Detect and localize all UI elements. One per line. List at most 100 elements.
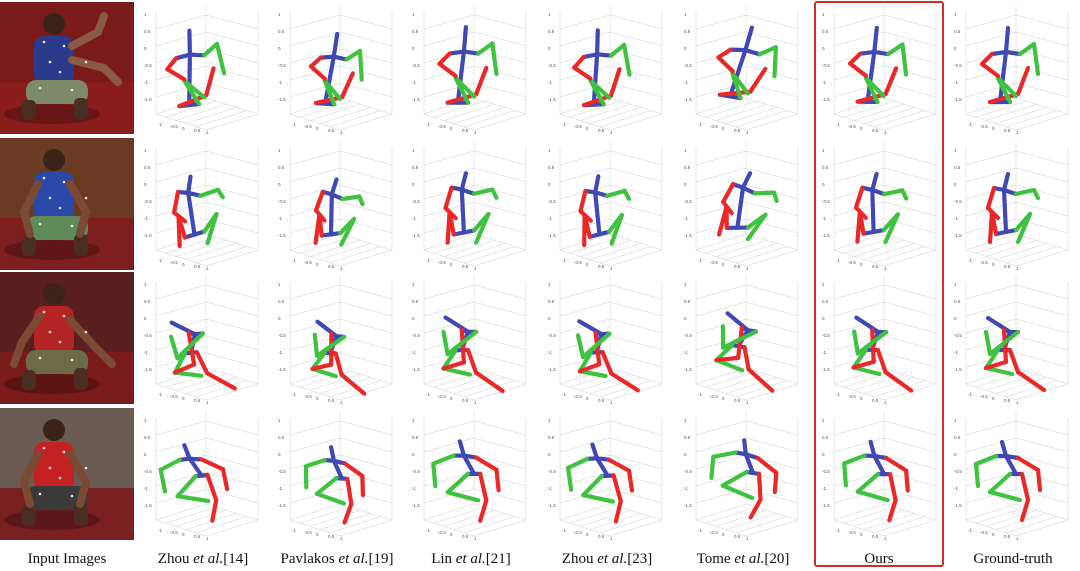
bone-right [566, 465, 574, 492]
tick-label: 0.5 [684, 165, 691, 170]
tick-label: 0.5 [194, 264, 201, 269]
tick-label: 0.5 [278, 299, 285, 304]
tick-label: -0.5 [144, 63, 152, 68]
tick-label: 1 [412, 12, 415, 17]
bone-spine [858, 49, 877, 56]
bone-right [339, 216, 357, 247]
bone-right [714, 358, 745, 373]
tick-label: -1 [548, 486, 552, 491]
tick-label: -0.5 [278, 63, 286, 68]
bone-left [171, 189, 181, 215]
tick-label: 0 [722, 126, 725, 131]
bone-right [855, 471, 881, 494]
skeleton [575, 319, 640, 393]
bone-right [441, 348, 458, 371]
skeleton [171, 174, 225, 249]
tick-label: 0 [722, 532, 725, 537]
bone-spine [997, 49, 1009, 105]
tick-label: -1.5 [412, 503, 420, 508]
tick-label: 0.5 [462, 264, 469, 269]
bone-left [171, 210, 188, 224]
bone-left [855, 209, 863, 244]
tick-label: 1 [548, 418, 551, 423]
tick-label: -1.5 [548, 503, 556, 508]
tick-label: 0.5 [598, 398, 605, 403]
tick-label: 0 [316, 396, 319, 401]
bone-left [883, 66, 899, 97]
bone-left [578, 188, 588, 214]
bone-left [578, 209, 593, 223]
bone-right [471, 187, 495, 196]
tick-label: 0 [586, 396, 589, 401]
tick-label: -0.5 [278, 469, 286, 474]
skeleton [851, 315, 914, 393]
tick-label: -0.5 [822, 199, 830, 204]
bone-spine [461, 453, 477, 477]
bone-right [842, 461, 848, 488]
skeleton [842, 439, 910, 523]
tick-label: 1 [206, 536, 209, 541]
bone-right [473, 211, 491, 245]
tick-label: 1 [822, 148, 825, 153]
skeleton [572, 28, 632, 108]
pose-plot: 1 0.5 0 -0.5 -1 -1.5 -1 -0.5 0 0.5 1 [676, 272, 810, 406]
bone-spine [187, 456, 204, 478]
tick-label: 0 [548, 452, 551, 457]
tick-label: 0 [548, 46, 551, 51]
bone-spine [461, 49, 481, 56]
tick-label: 0 [144, 46, 147, 51]
tick-label: -1 [698, 392, 702, 397]
bone-spine [728, 47, 748, 53]
tick-label: 0 [822, 452, 825, 457]
bone-left [593, 330, 602, 367]
bone-spine [459, 187, 467, 235]
tick-label: 1 [340, 400, 343, 405]
tick-label: -1.5 [822, 97, 830, 102]
tick-label: -0.5 [980, 530, 988, 535]
bone-spine [870, 187, 876, 235]
tick-label: 0 [450, 532, 453, 537]
tick-label: 1 [1016, 400, 1019, 405]
bone-left [172, 362, 197, 375]
tick-label: 1 [1016, 130, 1019, 135]
bone-right [168, 334, 180, 361]
tick-label: -1 [968, 258, 972, 263]
tick-label: 1 [412, 418, 415, 423]
tick-label: -1.5 [684, 503, 692, 508]
tick-label: -1 [836, 528, 840, 533]
tick-label: -1 [968, 392, 972, 397]
bone-spine [174, 52, 193, 61]
tick-label: 0 [316, 262, 319, 267]
bone-right [842, 453, 867, 466]
tick-label: -0.5 [848, 394, 856, 399]
pose-plot: 1 0.5 0 -0.5 -1 -1.5 -1 -0.5 0 0.5 1 [946, 2, 1080, 136]
tick-label: 0.5 [954, 165, 961, 170]
tick-label: 0.5 [194, 534, 201, 539]
bone-right [973, 461, 981, 489]
tick-label: 0 [412, 316, 415, 321]
tick-label: -0.5 [710, 530, 718, 535]
axes-grid [289, 412, 393, 537]
tick-label: -0.5 [412, 469, 420, 474]
tick-label: 0.5 [462, 128, 469, 133]
tick-label: -1 [698, 528, 702, 533]
tick-label: 0.5 [548, 299, 555, 304]
pose-plot: 1 0.5 0 -0.5 -1 -1.5 -1 -0.5 0 0.5 1 [814, 138, 948, 272]
bone-right [608, 42, 627, 58]
axes-grid [965, 142, 1069, 267]
tick-label: -1 [158, 122, 162, 127]
bone-spine [743, 452, 761, 461]
pose-plot: 1 0.5 0 -0.5 -1 -1.5 -1 -0.5 0 0.5 1 [136, 138, 270, 272]
bone-spine [459, 187, 477, 196]
tick-label: -1 [684, 80, 688, 85]
bone-left [746, 367, 775, 393]
bone-spine [989, 49, 1009, 57]
pose-plot: 1 0.5 0 -0.5 -1 -1.5 -1 -0.5 0 0.5 1 [404, 272, 538, 406]
tick-label: -0.5 [710, 124, 718, 129]
tick-label: 1 [684, 148, 687, 153]
tick-label: 0 [954, 46, 957, 51]
tick-label: 0 [182, 126, 185, 131]
tick-label: 0.5 [734, 534, 741, 539]
tick-label: -1 [836, 122, 840, 127]
tick-label: -0.5 [848, 530, 856, 535]
